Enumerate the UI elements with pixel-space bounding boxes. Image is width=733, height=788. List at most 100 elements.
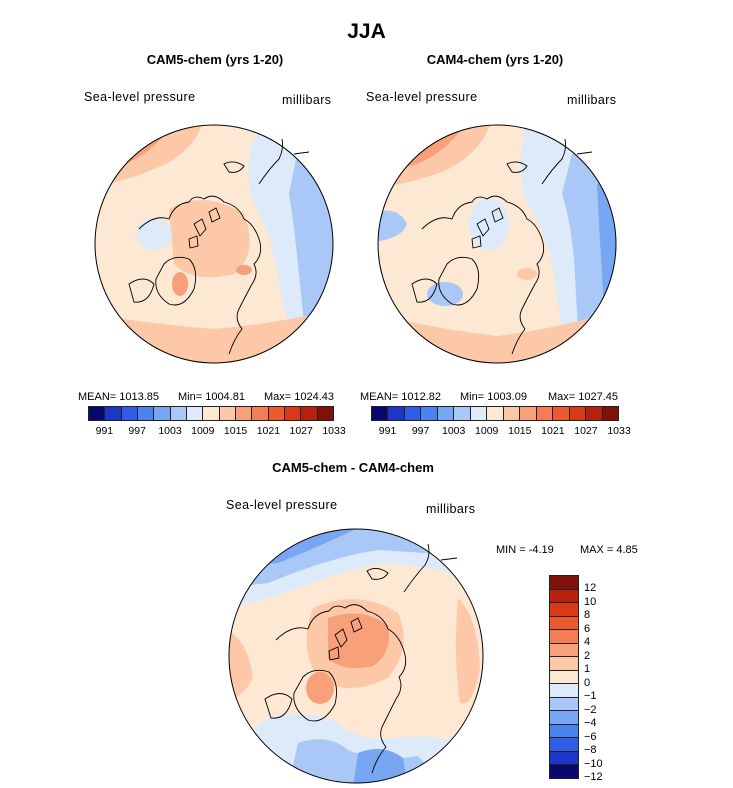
panel1-colorbar-swatch	[137, 406, 155, 421]
panel1-colorbar-swatch	[88, 406, 106, 421]
panel2-colorbar-swatch	[421, 406, 438, 421]
panel3-max: MAX = 4.85	[580, 544, 638, 556]
panel3-polar-map	[228, 528, 484, 784]
panel3-colorbar-tick-label: −12	[584, 771, 603, 783]
panel1-colorbar-swatch	[203, 406, 220, 421]
panel2-colorbar-tick-label: 997	[411, 425, 430, 437]
panel3-colorbar-tick-label: −8	[584, 744, 597, 757]
panel1-field-greenland-max	[172, 272, 188, 296]
panel2-colorbar-swatch	[487, 406, 504, 421]
panel3-field-east-high	[455, 598, 480, 704]
panel1-variable-label: Sea-level pressure	[84, 90, 196, 104]
panel2-colorbar-swatch	[553, 406, 570, 421]
panel2-colorbar-swatch	[503, 406, 521, 421]
panel1-colorbar	[88, 406, 334, 421]
panel3-colorbar-ticks: 12 10 8 6 4 2 1 0 −1 −2 −4 −6 −8 −10 −12	[584, 575, 624, 783]
panel1-colorbar-swatch	[170, 406, 187, 421]
panel3-min: MIN = -4.19	[496, 544, 554, 556]
panel2-colorbar-tick-label: 991	[378, 425, 397, 437]
panel2-colorbar-tick-label: 1033	[607, 425, 631, 437]
panel1-colorbar-tick-label: 1027	[289, 425, 313, 437]
panel1-colorbar-tick-label: 1033	[322, 425, 346, 437]
panel1-max: Max= 1024.43	[264, 391, 335, 403]
panel1-field-local-low	[136, 218, 172, 250]
panel3-colorbar-swatch	[550, 697, 578, 712]
panel2-polar-map	[377, 124, 617, 364]
panel2-colorbar-tick-label: 1027	[574, 425, 598, 437]
panel3-colorbar-swatch	[550, 643, 578, 658]
panel2-colorbar-swatch	[602, 406, 620, 421]
panel2-colorbar-swatch	[536, 406, 554, 421]
panel3-colorbar-swatch	[550, 603, 578, 617]
panel2-title: CAM4-chem (yrs 1-20)	[426, 52, 564, 67]
panel2-colorbar-tick-label: 1015	[508, 425, 532, 437]
panel2-field-local-max	[517, 268, 537, 280]
panel2-units-label: millibars	[567, 93, 617, 107]
panel3-colorbar-swatch	[550, 751, 578, 766]
panel2-colorbar-ticks: 991 997 1003 1009 1015 1021 1027 1033	[371, 425, 631, 439]
panel1-title: CAM5-chem (yrs 1-20)	[146, 52, 284, 67]
panel3-colorbar-tick-label: −1	[584, 690, 597, 703]
panel1-colorbar-swatch	[235, 406, 253, 421]
panel1-colorbar-swatch	[317, 406, 334, 421]
panel3-variable-label: Sea-level pressure	[226, 498, 338, 512]
panel2-map-border	[377, 124, 617, 364]
panel2-min: Min= 1003.09	[460, 391, 527, 403]
panel1-colorbar-swatch	[268, 406, 285, 421]
panel2-colorbar-swatch	[569, 406, 587, 421]
panel3-colorbar-tick-label: 1	[584, 663, 591, 676]
panel2-colorbar-swatch	[371, 406, 389, 421]
panel2-colorbar-tick-label: 1021	[541, 425, 565, 437]
panel3-colorbar-tick-label: −4	[584, 717, 597, 730]
panel3-colorbar-tick-label: 12	[584, 582, 597, 595]
panel2-max: Max= 1027.45	[548, 391, 619, 403]
panel3-colorbar-tick-label: −2	[584, 703, 597, 716]
panel2-colorbar-tick-label: 1009	[475, 425, 499, 437]
panel2-colorbar-swatch	[470, 406, 488, 421]
panel3-colorbar-tick-label: 0	[584, 676, 591, 689]
panel2-colorbar-swatch	[454, 406, 471, 421]
panel3-colorbar-tick-label: 8	[584, 609, 591, 622]
panel3-colorbar-swatch	[550, 765, 578, 778]
panel1-colorbar-swatch	[284, 406, 302, 421]
panel3-colorbar-tick-label: −10	[584, 757, 603, 770]
panel1-mean: MEAN= 1013.85	[78, 391, 160, 403]
panel1-colorbar-swatch	[252, 406, 269, 421]
panel1-colorbar-swatch	[219, 406, 236, 421]
panel3-colorbar	[549, 575, 579, 779]
panel2-variable-label: Sea-level pressure	[366, 90, 478, 104]
panel1-colorbar-tick-label: 1015	[223, 425, 248, 437]
panel3-colorbar-tick-label: 2	[584, 649, 591, 662]
panel2-coastlines	[411, 138, 593, 355]
panel3-title: CAM5-chem - CAM4-chem	[272, 460, 434, 475]
panel3-colorbar-tick-label: −6	[584, 730, 597, 743]
panel1-coastlines	[128, 138, 310, 355]
panel3-colorbar-swatch	[550, 684, 578, 698]
panel3-colorbar-swatch	[550, 657, 578, 671]
panel3-colorbar-tick-label: 6	[584, 622, 591, 635]
panel1-min: Min= 1004.81	[178, 391, 245, 403]
panel2-colorbar-swatch	[586, 406, 603, 421]
panel1-field-local-max	[236, 265, 252, 275]
panel3-field-polar-high-core	[328, 613, 389, 669]
panel3-field-greenland-high	[306, 672, 334, 704]
panel3-colorbar-swatch	[550, 711, 578, 725]
panel1-colorbar-tick-label: 997	[128, 425, 146, 437]
panel3-coastlines	[264, 543, 458, 774]
panel2-colorbar-swatch	[520, 406, 537, 421]
panel2-field-greenland-low	[427, 282, 463, 306]
panel2-colorbar	[371, 406, 620, 421]
panel1-field-polar-high	[169, 200, 250, 278]
panel1-colorbar-swatch	[301, 406, 318, 421]
panel2-mean: MEAN= 1012.82	[360, 391, 442, 403]
figure-title: JJA	[347, 20, 386, 43]
panel1-colorbar-tick-label: 1021	[256, 425, 281, 437]
panel2-colorbar-swatch	[437, 406, 455, 421]
panel1-colorbar-swatch	[154, 406, 171, 421]
panel1-colorbar-tick-label: 1003	[158, 425, 182, 437]
panel3-colorbar-tick-label: 4	[584, 636, 591, 649]
panel3-colorbar-swatch	[550, 589, 578, 604]
panel3-colorbar-swatch	[550, 724, 578, 739]
panel1-colorbar-ticks: 991 997 1003 1009 1015 1021 1027 1033	[88, 425, 346, 439]
panel1-map-border	[94, 124, 334, 364]
